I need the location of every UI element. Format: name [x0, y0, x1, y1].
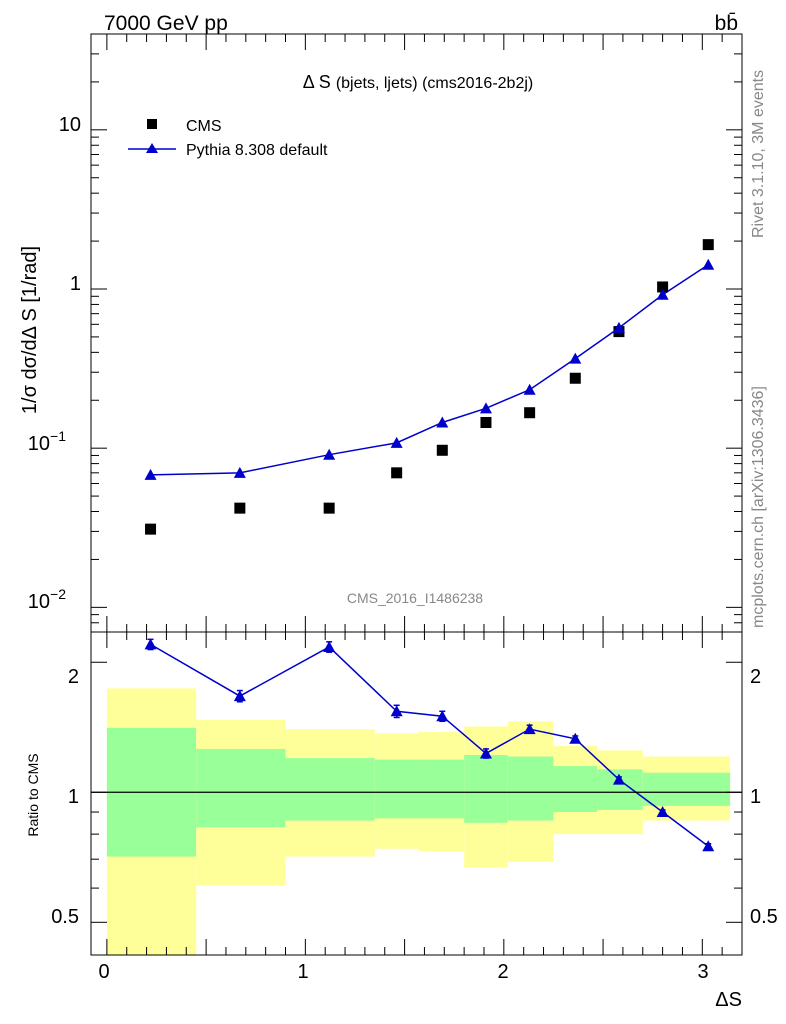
legend: CMS Pythia 8.308 default	[128, 118, 328, 159]
pythia-point	[702, 258, 715, 270]
legend-pythia-marker	[146, 143, 158, 153]
main-panel: CMS_2016_I1486238 Δ S (bjets, ljets) (cm…	[19, 33, 743, 633]
pythia-point	[323, 448, 336, 460]
cms-point	[436, 444, 448, 456]
ytick-label-0.01-exp: −2	[50, 586, 66, 602]
pythia-point	[144, 468, 157, 480]
ratio-pythia-point	[436, 710, 449, 722]
ratio-pythia-point	[233, 690, 246, 702]
ratio-pythia-point	[612, 773, 625, 785]
green-band	[464, 754, 508, 823]
pythia-line	[150, 264, 709, 476]
process-label: bb̄	[715, 12, 738, 35]
ratio-ytick-left-1: 1	[68, 786, 79, 808]
green-band	[196, 748, 286, 828]
pythia-point	[612, 321, 625, 333]
ratio-frame	[90, 631, 743, 956]
cms-point	[569, 372, 581, 384]
ytick-label-10: 10	[59, 114, 81, 136]
ytick-label-0.01: 10−2	[28, 586, 66, 613]
cms-point	[391, 467, 403, 479]
ytick-label-0.1-base: 10	[28, 433, 50, 455]
xtick-label-1: 1	[297, 961, 308, 983]
main-title-symbol: Δ S	[303, 72, 331, 92]
ratio-pythia-point	[144, 638, 157, 650]
green-band	[374, 759, 419, 819]
pythia-point	[656, 288, 669, 300]
ratio-ytick-left-2: 2	[68, 666, 79, 688]
cms-point	[323, 502, 335, 514]
pythia-point	[390, 436, 403, 448]
ytick-label-1: 1	[70, 273, 81, 295]
main-title: Δ S (bjets, ljets) (cms2016-2b2j)	[303, 72, 533, 92]
legend-cms-marker	[147, 119, 157, 129]
legend-cms-label: CMS	[186, 118, 222, 135]
ratio-pythia-point	[390, 705, 403, 717]
watermark: CMS_2016_I1486238	[347, 590, 483, 606]
ratio-ytick-right-2: 2	[750, 666, 761, 688]
ratio-ylabel: Ratio to CMS	[25, 753, 41, 836]
ytick-label-0.1: 10−1	[28, 428, 66, 455]
ratio-pythia-point	[702, 840, 715, 852]
ratio-ytick-left-0.5: 0.5	[51, 906, 79, 928]
cms-point	[524, 407, 536, 419]
ratio-ytick-right-1: 1	[750, 786, 761, 808]
green-band	[642, 772, 731, 806]
main-title-sub: (bjets, ljets) (cms2016-2b2j)	[336, 75, 533, 92]
cms-point	[702, 239, 714, 251]
green-band	[553, 766, 598, 813]
side-label-bottom: mcplots.cern.ch [arXiv:1306.3436]	[750, 386, 767, 628]
green-band	[285, 758, 375, 821]
pythia-point	[479, 402, 492, 414]
pythia-point	[569, 352, 582, 364]
cms-point	[145, 523, 157, 535]
green-band	[418, 759, 465, 819]
xtick-label-3: 3	[697, 961, 708, 983]
ratio-ytick-right-0.5: 0.5	[750, 906, 778, 928]
xtick-label-0: 0	[98, 961, 109, 983]
ytick-label-0.1-exp: −1	[50, 428, 66, 444]
cms-point	[657, 281, 669, 293]
energy-label: 7000 GeV pp	[104, 12, 228, 35]
ratio-pythia-point	[523, 723, 536, 735]
pythia-point	[436, 416, 449, 428]
pythia-point	[233, 466, 246, 478]
pythia-point	[523, 383, 536, 395]
green-band	[507, 756, 554, 821]
side-label-top: Rivet 3.1.10, 3M events	[750, 70, 767, 238]
ratio-pythia-point	[323, 640, 336, 652]
legend-pythia-label: Pythia 8.308 default	[186, 142, 328, 159]
main-ylabel: 1/σ dσ/dΔ S [1/rad]	[19, 246, 41, 414]
ratio-panel: Ratio to CMS 2 1 0.5 2 1 0.5 0 1 2 3 ΔS	[25, 631, 778, 1011]
cms-point	[480, 416, 492, 428]
ratio-xlabel: ΔS	[715, 989, 742, 1011]
cms-point	[234, 502, 246, 514]
ytick-label-0.01-base: 10	[28, 591, 50, 613]
ratio-pythia-point	[479, 747, 492, 759]
ratio-pythia-point	[569, 732, 582, 744]
xtick-label-2: 2	[497, 961, 508, 983]
ratio-pythia-point	[656, 806, 669, 818]
